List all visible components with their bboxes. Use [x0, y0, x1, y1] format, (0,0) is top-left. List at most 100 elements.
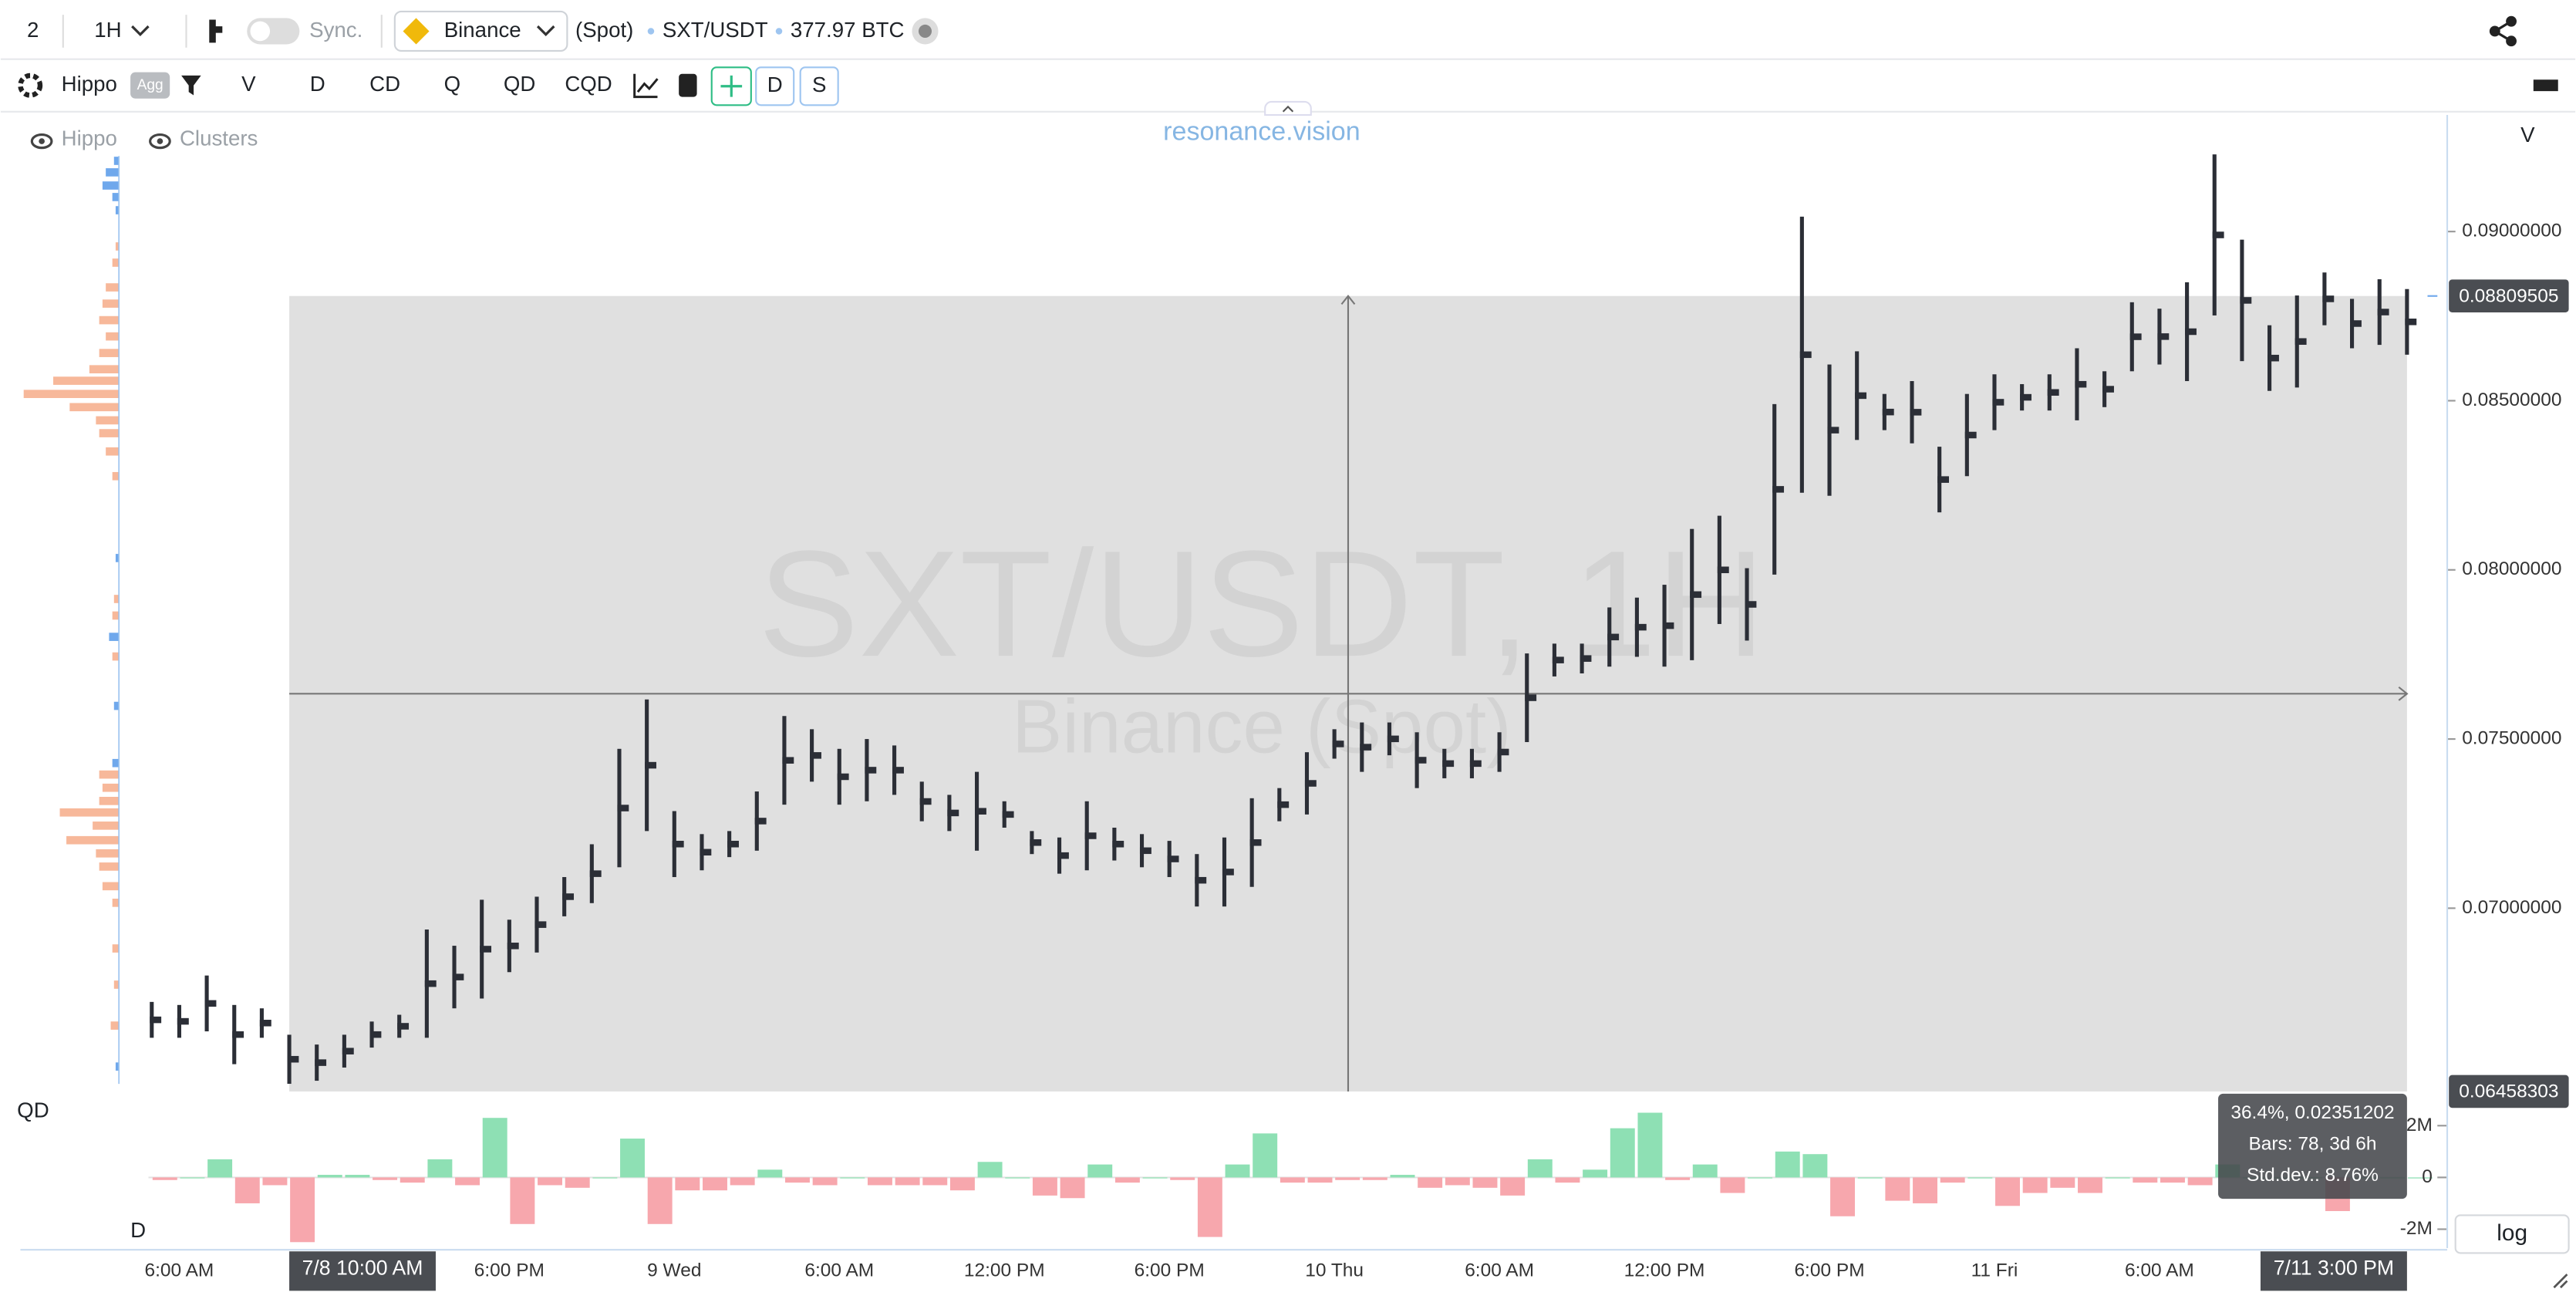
profile-bar: [112, 193, 120, 201]
resize-handle[interactable]: [2553, 1274, 2568, 1289]
profile-bar: [113, 595, 120, 603]
cluster: [232, 1031, 244, 1038]
cluster: [947, 809, 959, 817]
x-marker-bg: [289, 1251, 436, 1291]
brand[interactable]: resonance.vision: [1163, 116, 1360, 146]
profile-bar: [102, 299, 120, 308]
qd-bar: [1748, 1177, 1773, 1179]
status-dot: [918, 24, 932, 38]
eye-icon[interactable]: [149, 133, 171, 150]
profile-bar: [113, 701, 120, 710]
indicator-button[interactable]: D: [310, 72, 325, 96]
qd-bar: [1005, 1177, 1030, 1179]
symbol[interactable]: SXT/USDT: [663, 18, 768, 42]
qd-bar: [922, 1177, 948, 1186]
cluster: [2322, 295, 2335, 302]
exchange-select[interactable]: [393, 10, 568, 52]
profile-bar: [96, 849, 120, 858]
qd-bar: [895, 1177, 920, 1186]
qd-bar: [1472, 1177, 1498, 1188]
settings-icon[interactable]: [18, 73, 43, 98]
cluster: [342, 1048, 354, 1054]
layout-count[interactable]: 2: [27, 18, 39, 42]
cluster: [1964, 431, 1977, 439]
y-tick-label: 0.07000000: [2462, 897, 2561, 918]
filter-icon[interactable]: [181, 75, 201, 96]
indicator-button[interactable]: CD: [369, 72, 400, 96]
cluster: [865, 767, 877, 774]
cluster: [534, 921, 547, 928]
profile-bar: [115, 1062, 120, 1071]
cluster: [2240, 297, 2252, 304]
x-tick-label: 6:00 AM: [2125, 1260, 2194, 1280]
toggle-label: D: [767, 73, 783, 96]
toggle-button[interactable]: [755, 66, 795, 106]
qd-bar: [1583, 1169, 1608, 1178]
x-tick-label: 6:00 PM: [1794, 1260, 1864, 1280]
stats-tooltip: [2218, 1093, 2407, 1199]
x-tick-label: 10 Thu: [1305, 1260, 1364, 1280]
chevron: [131, 25, 150, 36]
x-tick-label: 11 Fri: [1971, 1260, 2018, 1280]
qd-bar: [1142, 1177, 1168, 1179]
profile-bar: [99, 315, 120, 325]
collapse-tab[interactable]: [1264, 100, 1312, 116]
chevron: [536, 25, 555, 36]
profile-bar: [53, 376, 120, 385]
cluster: [507, 943, 519, 950]
qd-bar: [1170, 1177, 1195, 1180]
profile-bar: [106, 283, 120, 292]
qd-bar: [1775, 1151, 1800, 1178]
cluster: [1387, 735, 1399, 743]
legend-item[interactable]: Clusters: [180, 126, 258, 150]
cluster: [837, 773, 849, 781]
indicator-name[interactable]: Hippo: [62, 72, 117, 96]
indicator-button[interactable]: QD: [504, 72, 535, 96]
cluster: [2294, 338, 2307, 345]
qd-footer: D: [130, 1218, 146, 1242]
eye-icon[interactable]: [30, 133, 53, 150]
profile-bar: [89, 365, 120, 374]
toggle-button[interactable]: [799, 66, 839, 106]
toggle-label: S: [812, 73, 826, 96]
qd-bar: [1995, 1177, 2020, 1206]
qd-bar: [1527, 1159, 1553, 1178]
profile-bar: [102, 882, 120, 891]
x-marker-label: 7/8 10:00 AM: [302, 1257, 423, 1280]
qd-bar: [1940, 1177, 1965, 1183]
share-icon[interactable]: [2489, 15, 2517, 47]
x-tick-label: 6:00 PM: [1135, 1260, 1205, 1280]
interval[interactable]: 1H: [94, 18, 121, 42]
ruler-icon[interactable]: [2533, 79, 2558, 92]
toolbar: 2 1H Sync. Binance (Spot) SXT/USDT 377.9…: [27, 10, 2517, 52]
agg-label: Agg: [137, 77, 164, 93]
exchange: Binance: [444, 18, 521, 42]
toggle-knob: [250, 21, 271, 42]
agg-badge[interactable]: [130, 72, 170, 99]
watermark-title: SXT/USDT, 1H: [758, 519, 1765, 688]
log-button[interactable]: [2454, 1214, 2570, 1254]
drawing-icon[interactable]: [209, 19, 223, 43]
indicator-button[interactable]: V: [241, 72, 256, 96]
profile-bar: [113, 157, 120, 165]
price-label: 0.08809505: [2459, 285, 2558, 306]
plus-icon: [720, 75, 743, 97]
qd-bar: [1637, 1112, 1663, 1178]
x-tick-label: 6:00 AM: [145, 1260, 214, 1280]
cluster: [369, 1031, 382, 1038]
eye-pupil: [39, 138, 45, 144]
price-label-bg: [2449, 279, 2569, 313]
legend-item[interactable]: Hippo: [62, 126, 117, 150]
profile-bar: [106, 168, 120, 177]
cluster: [727, 840, 739, 848]
volume: 377.97 BTC: [791, 18, 905, 42]
chart-icon[interactable]: [633, 73, 659, 99]
indicator-button[interactable]: CQD: [565, 72, 612, 96]
x-tick-label: 9 Wed: [647, 1260, 701, 1280]
cluster: [1195, 876, 1207, 884]
indicator-button[interactable]: Q: [444, 72, 461, 96]
cluster: [1937, 476, 1950, 483]
doc-icon[interactable]: [679, 73, 697, 97]
qd-bar: [620, 1139, 645, 1178]
cluster: [1057, 852, 1069, 859]
